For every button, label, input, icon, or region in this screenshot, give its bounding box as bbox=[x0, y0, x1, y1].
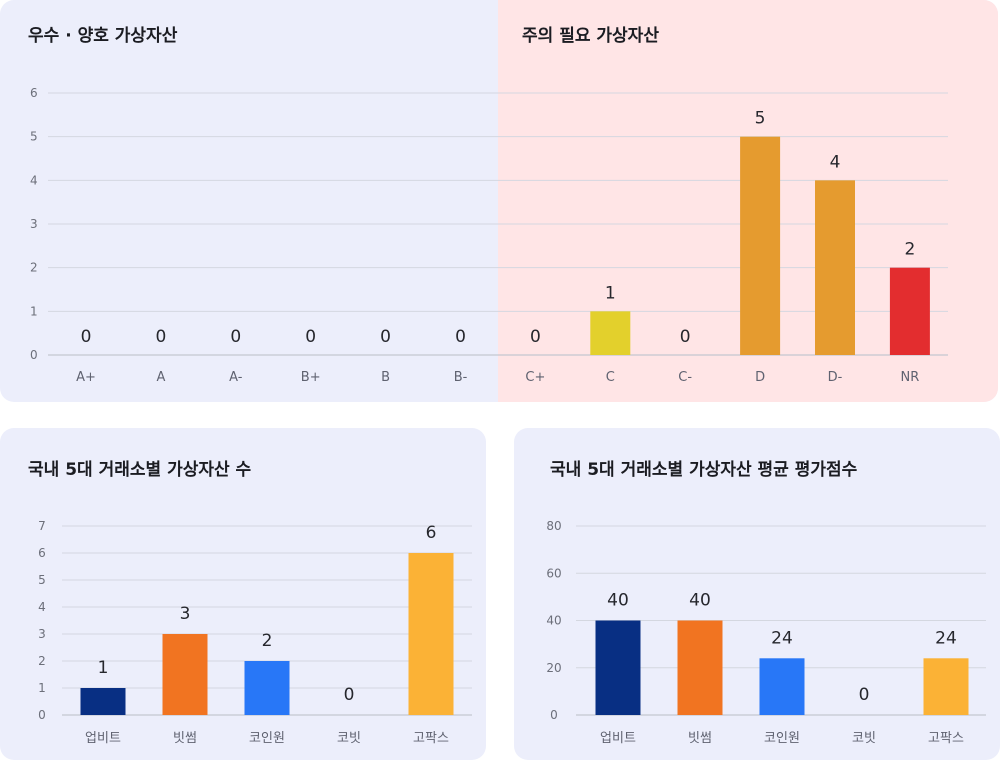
y-tick-label: 80 bbox=[546, 519, 561, 533]
bar-D- bbox=[815, 180, 855, 355]
category-label-D: D bbox=[755, 370, 765, 385]
y-tick-label: 1 bbox=[38, 681, 46, 695]
value-label-C: 1 bbox=[605, 283, 616, 303]
y-tick-label: 3 bbox=[30, 217, 38, 231]
bar-빗썸 bbox=[162, 634, 208, 715]
y-tick-label: 6 bbox=[30, 86, 38, 100]
value-label-고팍스: 6 bbox=[426, 523, 437, 543]
bar-D bbox=[740, 136, 781, 355]
y-tick-label: 0 bbox=[550, 708, 558, 722]
value-label-코인원: 2 bbox=[262, 631, 273, 651]
category-label-빗썸: 빗썸 bbox=[688, 731, 712, 746]
category-label-코인원: 코인원 bbox=[249, 731, 285, 746]
category-label-NR: NR bbox=[901, 370, 920, 385]
category-label-A: A bbox=[156, 370, 165, 385]
category-label-C-: C- bbox=[678, 370, 692, 385]
y-tick-label: 0 bbox=[38, 708, 46, 722]
value-label-NR: 2 bbox=[904, 240, 915, 260]
value-label-C-: 0 bbox=[680, 327, 691, 347]
bar-C bbox=[590, 311, 631, 355]
y-tick-label: 1 bbox=[30, 304, 38, 318]
y-tick-label: 7 bbox=[38, 519, 46, 533]
category-label-A+: A+ bbox=[76, 370, 96, 385]
y-tick-label: 4 bbox=[30, 173, 38, 187]
value-label-D-: 4 bbox=[830, 152, 841, 172]
category-label-코인원: 코인원 bbox=[764, 731, 800, 746]
value-label-업비트: 1 bbox=[98, 658, 109, 678]
y-tick-label: 2 bbox=[30, 261, 38, 275]
bar-코인원 bbox=[244, 661, 290, 715]
category-label-A-: A- bbox=[229, 370, 243, 385]
category-label-B+: B+ bbox=[301, 370, 321, 385]
y-tick-label: 6 bbox=[38, 546, 46, 560]
good-assets-title: 우수 · 양호 가상자산 bbox=[28, 26, 178, 46]
y-tick-label: 4 bbox=[38, 600, 46, 614]
bar-업비트 bbox=[595, 620, 641, 715]
y-tick-label: 60 bbox=[546, 566, 561, 580]
value-label-코인원: 24 bbox=[771, 628, 793, 648]
category-label-업비트: 업비트 bbox=[600, 731, 636, 746]
exchange-count-panel: 국내 5대 거래소별 가상자산 수 0 1 2 3 4 5 6 7 1 업비트 3 빗썸 2 코인원 0 코빗… bbox=[0, 428, 486, 760]
exchange-score-panel: 국내 5대 거래소별 가상자산 평균 평가점수 0 20 40 60 80 40 업비트 40… bbox=[514, 428, 1000, 760]
y-tick-label: 2 bbox=[38, 654, 46, 668]
exchange-score-bar-chart: 0 20 40 60 80 40 업비트 40 빗썸 24 코인원 0 코빗 24 고팍스 bbox=[546, 519, 986, 746]
value-label-고팍스: 24 bbox=[935, 628, 957, 648]
category-label-B-: B- bbox=[454, 370, 468, 385]
value-label-B+: 0 bbox=[305, 327, 316, 347]
category-label-B: B bbox=[381, 370, 390, 385]
bar-빗썸 bbox=[677, 620, 723, 715]
category-label-코빗: 코빗 bbox=[852, 731, 876, 746]
value-label-빗썸: 3 bbox=[180, 604, 191, 624]
value-label-A: 0 bbox=[155, 327, 166, 347]
value-label-A-: 0 bbox=[230, 327, 241, 347]
value-label-코빗: 0 bbox=[859, 685, 870, 705]
exchange-count-bar-chart: 0 1 2 3 4 5 6 7 1 업비트 3 빗썸 2 코인원 0 코빗 6 고팍스 bbox=[38, 519, 472, 746]
category-label-C+: C+ bbox=[525, 370, 545, 385]
warning-assets-title: 주의 필요 가상자산 bbox=[522, 26, 659, 46]
grade-chart-panel: 우수 · 양호 가상자산 주의 필요 가상자산 0 1 2 3 4 5 6 0 A+ 0 A 0 A- 0… bbox=[0, 0, 998, 402]
category-label-코빗: 코빗 bbox=[337, 731, 361, 746]
category-label-D-: D- bbox=[828, 370, 843, 385]
value-label-A+: 0 bbox=[81, 327, 92, 347]
value-label-B: 0 bbox=[380, 327, 391, 347]
grade-bar-chart: 0 1 2 3 4 5 6 0 A+ 0 A 0 A- 0 B+ 0 B 0 B- 0 C+ 1 C 0 C- 5 D 4 D- 2 NR bbox=[30, 86, 948, 385]
value-label-C+: 0 bbox=[530, 327, 541, 347]
y-tick-label: 5 bbox=[30, 130, 38, 144]
category-label-고팍스: 고팍스 bbox=[413, 731, 449, 746]
category-label-고팍스: 고팍스 bbox=[928, 731, 964, 746]
y-tick-label: 20 bbox=[546, 661, 561, 675]
category-label-C: C bbox=[606, 370, 615, 385]
bar-고팍스 bbox=[408, 553, 454, 715]
bar-업비트 bbox=[80, 688, 126, 715]
y-tick-label: 5 bbox=[38, 573, 46, 587]
exchange-count-title: 국내 5대 거래소별 가상자산 수 bbox=[28, 460, 252, 480]
value-label-업비트: 40 bbox=[607, 591, 629, 611]
exchange-score-title: 국내 5대 거래소별 가상자산 평균 평가점수 bbox=[550, 460, 858, 480]
bar-코인원 bbox=[759, 658, 805, 715]
value-label-빗썸: 40 bbox=[689, 591, 711, 611]
value-label-D: 5 bbox=[755, 109, 766, 129]
y-tick-label: 0 bbox=[30, 348, 38, 362]
bar-고팍스 bbox=[923, 658, 969, 715]
bar-NR bbox=[889, 267, 930, 355]
value-label-B-: 0 bbox=[455, 327, 466, 347]
category-label-업비트: 업비트 bbox=[85, 731, 121, 746]
category-label-빗썸: 빗썸 bbox=[173, 731, 197, 746]
value-label-코빗: 0 bbox=[344, 685, 355, 705]
y-tick-label: 40 bbox=[546, 614, 561, 628]
y-tick-label: 3 bbox=[38, 627, 46, 641]
